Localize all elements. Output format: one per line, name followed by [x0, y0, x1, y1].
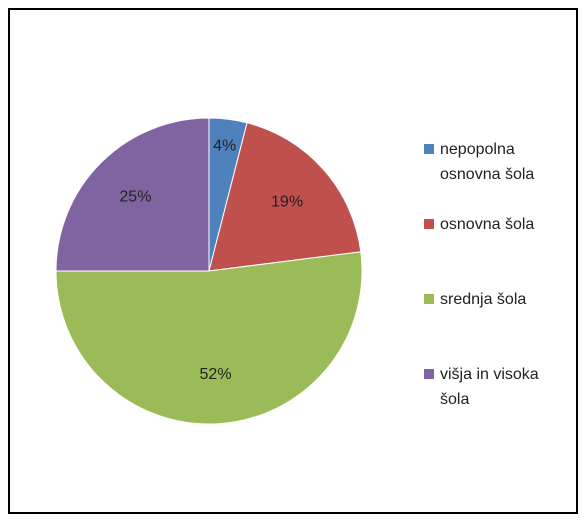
legend-entry: srednja šola: [424, 287, 564, 312]
legend-label: osnovna šola: [440, 216, 535, 233]
legend-label: višja in visoka šola: [440, 366, 539, 408]
legend-swatch: [424, 219, 434, 229]
data-label: 19%: [271, 193, 303, 210]
legend-label: nepopolna osnovna šola: [440, 141, 535, 183]
legend-entry: nepopolna osnovna šola: [424, 137, 564, 187]
chart-frame: [8, 8, 578, 514]
legend-label: srednja šola: [440, 291, 527, 308]
data-label: 52%: [200, 366, 232, 383]
pie-slice: [208, 122, 362, 272]
pie-slice: [55, 251, 363, 425]
legend-entry: osnovna šola: [424, 212, 564, 237]
pie-slice: [55, 117, 210, 272]
legend-swatch: [424, 369, 434, 379]
data-label: 25%: [119, 189, 151, 206]
legend-swatch: [424, 144, 434, 154]
legend-swatch: [424, 294, 434, 304]
data-label: 4%: [213, 138, 236, 155]
legend-entry: višja in visoka šola: [424, 362, 564, 412]
